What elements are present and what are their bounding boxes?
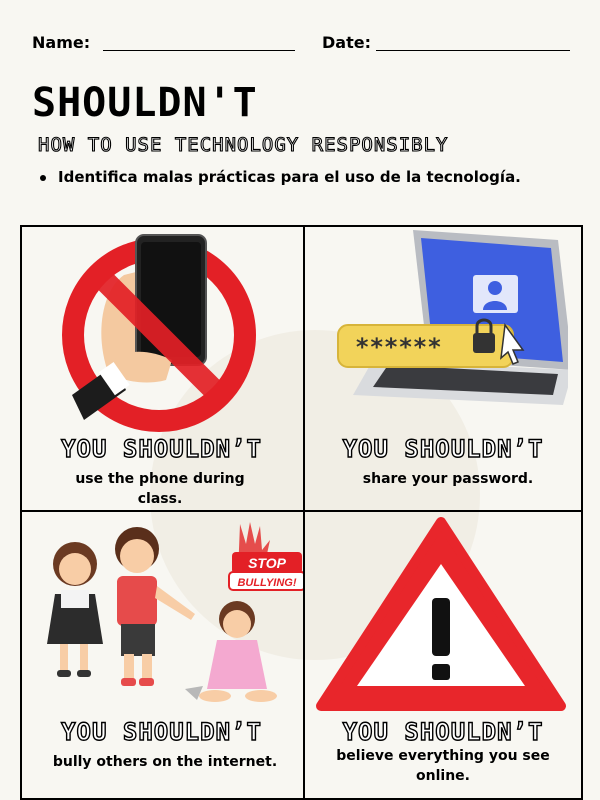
- password-mask: ******: [355, 333, 442, 361]
- svg-text:BULLYING!: BULLYING!: [237, 577, 296, 589]
- name-field[interactable]: [103, 50, 295, 51]
- instruction-item: Identifica malas prácticas para el uso d…: [40, 168, 521, 186]
- card-bullying: STOP BULLYING!: [20, 512, 303, 800]
- name-label: Name:: [32, 33, 91, 52]
- laptop-password-icon: ******: [337, 230, 568, 405]
- grid-divider-horizontal: [20, 510, 583, 512]
- no-phone-icon: [62, 234, 256, 432]
- page-subtitle: HOW TO USE TECHNOLOGY RESPONSIBLY: [37, 133, 449, 156]
- card-heading: YOU SHOULDN’T: [342, 717, 544, 746]
- grid-frame: [20, 225, 583, 800]
- activity-grid: YOU SHOULDN’T use the phone during class…: [20, 225, 583, 800]
- instruction-text: Identifica malas prácticas para el uso d…: [58, 168, 521, 186]
- card-caption: use the phone during class.: [75, 471, 245, 507]
- bullying-scene-icon: STOP BULLYING!: [47, 522, 303, 702]
- date-label: Date:: [322, 33, 371, 52]
- card-heading: YOU SHOULDN’T: [60, 717, 262, 746]
- svg-text:STOP: STOP: [248, 555, 287, 571]
- warning-triangle-icon: [316, 517, 566, 711]
- bullet-icon: [40, 174, 46, 181]
- card-no-phone: YOU SHOULDN’T use the phone during class…: [20, 225, 303, 510]
- card-heading: YOU SHOULDN’T: [60, 434, 262, 463]
- card-heading: YOU SHOULDN’T: [342, 434, 544, 463]
- card-warning: YOU SHOULDN’T believe everything you see…: [303, 512, 583, 800]
- card-caption: share your password.: [362, 471, 534, 487]
- card-password: ****** YOU SHOULDN’T share your password…: [303, 225, 583, 510]
- page-title: SHOULDN'T: [32, 80, 258, 126]
- card-caption: believe everything you see online.: [336, 748, 550, 784]
- card-caption: bully others on the internet.: [52, 754, 278, 770]
- date-field[interactable]: [376, 50, 570, 51]
- grid-divider-vertical: [303, 225, 305, 800]
